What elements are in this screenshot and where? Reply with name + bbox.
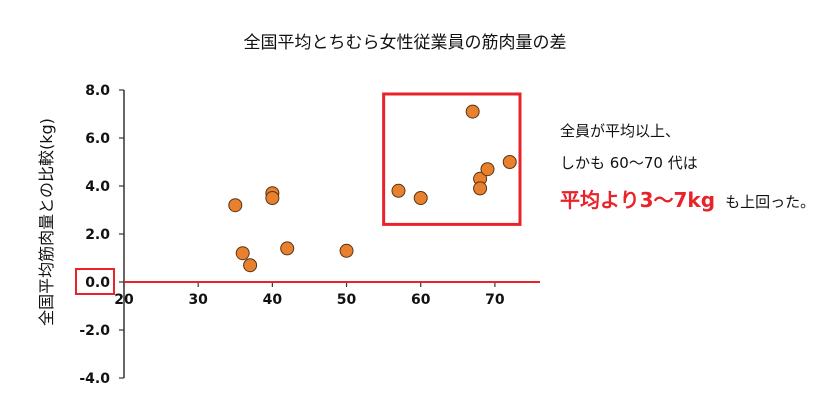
- data-point: [228, 198, 243, 213]
- data-point: [465, 104, 480, 119]
- data-point: [473, 181, 488, 196]
- data-point: [391, 183, 406, 198]
- x-tick-label: 30: [188, 292, 208, 308]
- data-point: [265, 191, 280, 205]
- annotation-rest: も上回った。: [725, 193, 816, 211]
- x-tick-label: 70: [485, 292, 505, 308]
- annotation-line-3: 平均より3〜7kg も上回った。: [560, 184, 815, 213]
- y-axis-title: 全国平均筋肉量との比較(kg): [37, 118, 56, 326]
- data-point: [339, 243, 354, 258]
- y-tick-label: 0.0: [85, 275, 110, 291]
- annotation-line-1: 全員が平均以上、: [560, 122, 681, 140]
- highlight-box: [382, 92, 522, 226]
- y-tick-label: 6.0: [85, 131, 110, 147]
- annotation-line-2: しかも 60〜70 代は: [560, 154, 698, 172]
- y-tick-label: 8.0: [85, 83, 110, 99]
- y-tick-label: -4.0: [79, 371, 110, 387]
- data-point: [413, 191, 428, 205]
- x-ticks: 20 30 40 50 60 70: [114, 282, 505, 308]
- data-point: [502, 155, 517, 169]
- zero-label-box: [75, 268, 115, 295]
- data-point: [280, 241, 295, 256]
- x-tick-label: 40: [263, 292, 283, 308]
- y-ticks: 8.0 6.0 4.0 2.0 0.0 -2.0 -4.0: [79, 83, 124, 387]
- chart-title: 全国平均とちむら女性従業員の筋肉量の差: [244, 33, 567, 53]
- y-tick-label: -2.0: [79, 323, 110, 339]
- y-tick-label: 4.0: [85, 179, 110, 195]
- y-tick-label: 2.0: [85, 227, 110, 243]
- data-point: [235, 246, 250, 261]
- annotation-highlight: 平均より3〜7kg: [560, 188, 716, 212]
- x-tick-label: 50: [337, 292, 357, 308]
- data-point: [480, 162, 495, 177]
- data-points: [228, 104, 517, 273]
- x-tick-label: 60: [411, 292, 431, 308]
- x-tick-label: 20: [114, 292, 134, 308]
- data-point: [243, 258, 258, 273]
